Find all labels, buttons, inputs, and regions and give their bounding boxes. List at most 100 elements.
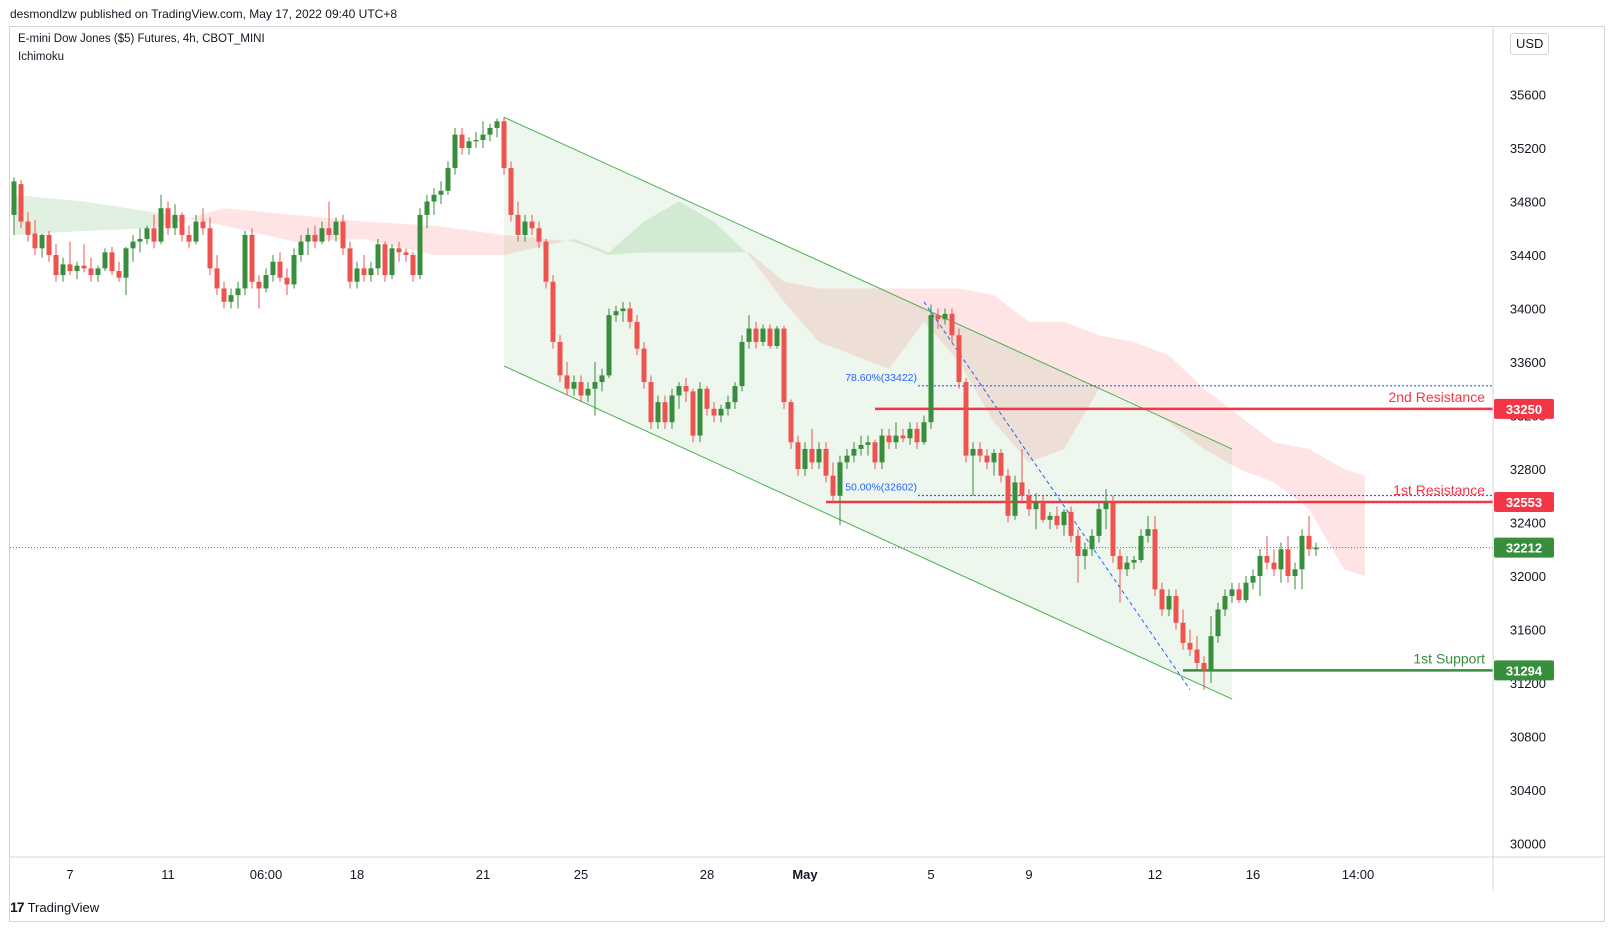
- candle-up: [802, 448, 808, 469]
- candle-down: [410, 255, 416, 276]
- candle-up: [375, 244, 381, 269]
- candle-up: [620, 308, 626, 312]
- candle-up: [1243, 582, 1249, 601]
- candle-down: [949, 313, 955, 336]
- candle-down: [403, 252, 409, 255]
- candle-up: [431, 194, 437, 202]
- candle-down: [1201, 662, 1207, 671]
- candle-up: [102, 252, 108, 269]
- candle-up: [417, 214, 423, 276]
- time-tick-label: 21: [476, 867, 490, 882]
- publisher-header: desmondlzw published on TradingView.com,…: [10, 7, 398, 21]
- price-tick-label: 32400: [1510, 516, 1546, 531]
- candle-up: [228, 295, 234, 302]
- candle-down: [578, 382, 584, 396]
- candle-down: [788, 402, 794, 443]
- candle-down: [256, 281, 262, 289]
- candle-down: [536, 228, 542, 242]
- candle-down: [1159, 589, 1165, 610]
- candle-up: [599, 375, 605, 383]
- candle-down: [151, 228, 157, 242]
- level-price-tag-text: 33250: [1506, 402, 1542, 417]
- candle-up: [676, 386, 682, 396]
- candle-down: [900, 435, 906, 439]
- candle-up: [452, 134, 458, 169]
- cloud-segment: [574, 238, 609, 255]
- cloud-segment: [959, 288, 994, 423]
- candle-up: [1166, 596, 1172, 610]
- currency-selector[interactable]: USD: [1510, 33, 1550, 55]
- cloud-segment: [154, 208, 224, 229]
- candle-up: [732, 386, 738, 403]
- tradingview-logo[interactable]: 17 TradingView: [10, 899, 99, 915]
- candle-up: [844, 455, 850, 463]
- candle-up: [130, 241, 136, 249]
- time-tick-label: 06:00: [250, 867, 283, 882]
- cloud-segment: [1064, 321, 1099, 449]
- candle-down: [284, 277, 290, 285]
- cloud-segment: [749, 252, 784, 302]
- candle-up: [1061, 511, 1067, 526]
- candle-down: [1019, 482, 1025, 496]
- candle-down: [361, 268, 367, 276]
- time-tick-label: 18: [350, 867, 364, 882]
- candle-down: [53, 255, 59, 276]
- level-price-tag-text: 32553: [1506, 495, 1542, 510]
- cloud-segment: [889, 288, 924, 369]
- candle-down: [382, 244, 388, 276]
- time-tick-label: 28: [700, 867, 714, 882]
- level-price-tag-text: 31294: [1506, 663, 1543, 678]
- candle-down: [753, 328, 759, 342]
- candle-up: [774, 328, 780, 346]
- cloud-segment: [994, 295, 1029, 463]
- cloud-segment: [14, 194, 84, 235]
- candle-up: [1229, 589, 1235, 597]
- candle-up: [1124, 562, 1130, 570]
- candle-up: [893, 435, 899, 443]
- candle-down: [25, 221, 31, 235]
- candle-up: [522, 221, 528, 235]
- candle-up: [319, 228, 325, 242]
- price-tick-label: 30000: [1510, 837, 1546, 852]
- candle-up: [1278, 549, 1284, 570]
- candle-down: [1026, 495, 1032, 510]
- symbol-legend[interactable]: E-mini Dow Jones ($5) Futures, 4h, CBOT_…: [18, 33, 265, 45]
- indicator-legend[interactable]: Ichimoku: [18, 51, 65, 63]
- candle-up: [60, 264, 66, 276]
- candle-up: [921, 422, 927, 443]
- candle-up: [291, 255, 297, 285]
- candle-up: [1138, 535, 1144, 560]
- candle-up: [473, 139, 479, 142]
- cloud-segment: [854, 288, 889, 369]
- candle-up: [480, 134, 486, 140]
- cloud-segment: [84, 201, 154, 231]
- candle-down: [795, 442, 801, 469]
- candle-up: [354, 268, 360, 282]
- candle-up: [1208, 636, 1214, 671]
- candle-down: [1264, 555, 1270, 563]
- price-tick-label: 33600: [1510, 355, 1546, 370]
- candle-down: [32, 233, 38, 249]
- candle-up: [739, 341, 745, 387]
- candle-up: [655, 402, 661, 423]
- level-label-resistance: 2nd Resistance: [1388, 389, 1485, 405]
- candle-up: [760, 328, 766, 342]
- candle-down: [1040, 502, 1046, 520]
- candle-up: [74, 265, 80, 272]
- cloud-segment: [924, 288, 959, 362]
- candle-down: [977, 448, 983, 456]
- candle-down: [1054, 515, 1060, 526]
- candle-up: [305, 234, 311, 242]
- cloud-segment: [224, 208, 294, 242]
- candle-down: [396, 248, 402, 253]
- candle-down: [1068, 511, 1074, 536]
- price-tick-label: 34400: [1510, 248, 1546, 263]
- candle-up: [95, 268, 101, 276]
- candle-down: [340, 221, 346, 249]
- last-price-tag-text: 32212: [1506, 541, 1542, 556]
- fib-diagonal-line: [923, 301, 1191, 690]
- candle-down: [886, 435, 892, 443]
- candle-up: [837, 462, 843, 496]
- candle-down: [711, 408, 717, 416]
